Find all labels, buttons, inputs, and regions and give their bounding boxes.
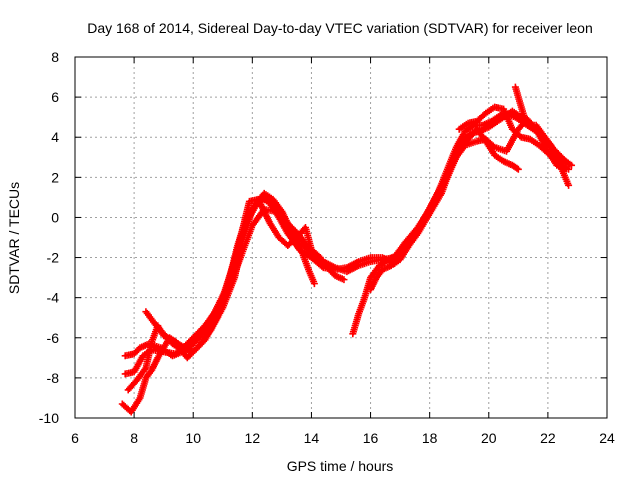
x-tick-label: 12: [245, 430, 261, 446]
chart-title: Day 168 of 2014, Sidereal Day-to-day VTE…: [87, 20, 593, 36]
x-tick-label: 6: [71, 430, 79, 446]
x-tick-label: 22: [540, 430, 556, 446]
y-axis-label: SDTVAR / TECUs: [6, 182, 22, 294]
y-tick-label: -6: [47, 330, 60, 346]
x-tick-label: 16: [363, 430, 379, 446]
y-tick-label: -4: [47, 290, 60, 306]
series-track-9: [455, 103, 570, 171]
y-tick-label: 8: [51, 49, 59, 65]
plot-frame: [74, 56, 608, 419]
y-tick-label: -8: [47, 370, 60, 386]
x-axis-label: GPS time / hours: [287, 458, 394, 474]
y-tick-label: 6: [51, 89, 59, 105]
x-tick-label: 14: [304, 430, 320, 446]
x-tick-label: 8: [130, 430, 138, 446]
x-tick-label: 18: [422, 430, 438, 446]
data-point-markers: [367, 125, 522, 294]
data-point-markers: [455, 103, 570, 171]
x-tick-label: 10: [185, 430, 201, 446]
x-tick-label: 24: [599, 430, 615, 446]
y-tick-label: 2: [51, 169, 59, 185]
y-tick-label: -10: [39, 410, 59, 426]
data-points: [118, 83, 576, 416]
grid: [75, 57, 607, 418]
y-tick-label: 0: [51, 209, 59, 225]
y-tick-label: -2: [47, 250, 60, 266]
y-tick-label: 4: [51, 129, 59, 145]
series-track-7: [367, 125, 522, 294]
x-tick-label: 20: [481, 430, 497, 446]
